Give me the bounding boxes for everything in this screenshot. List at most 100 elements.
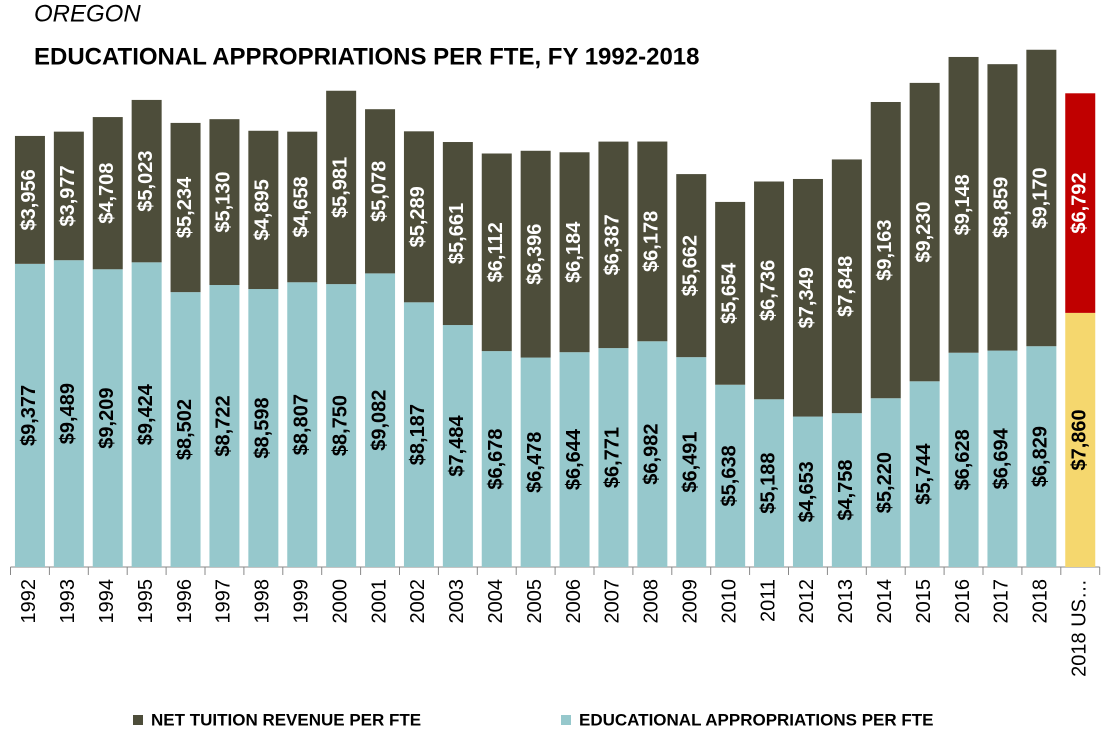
bar-segment [1026, 346, 1057, 567]
bar-segment [831, 159, 862, 414]
bar-segment [754, 399, 785, 567]
bar-segment [14, 135, 45, 264]
bar-segment [481, 351, 512, 567]
data-label: $5,638 [718, 445, 740, 506]
data-label: $6,792 [1069, 173, 1091, 234]
x-tick-label: 1993 [57, 579, 79, 624]
data-label: $8,750 [329, 395, 351, 456]
data-label: $6,491 [680, 431, 702, 492]
x-tick-label: 1994 [96, 579, 118, 624]
bar-segment [948, 352, 979, 567]
bar-segment [442, 325, 473, 567]
bar-segment [520, 150, 551, 358]
bar-segment [209, 285, 240, 567]
bar-segment [248, 130, 279, 290]
bar-segment [170, 122, 201, 293]
bar-segment [831, 413, 862, 567]
data-label: $6,644 [563, 428, 585, 490]
bar-segment [792, 416, 823, 567]
bar-segment [53, 260, 84, 567]
data-label: $7,349 [796, 267, 818, 328]
data-label: $5,188 [757, 453, 779, 514]
data-label: $6,628 [952, 429, 974, 490]
data-label: $9,489 [57, 383, 79, 444]
x-tick-label: 1998 [252, 579, 274, 624]
x-tick-label: 2015 [913, 579, 935, 624]
data-label: $8,807 [291, 394, 313, 455]
data-label: $5,289 [407, 186, 429, 247]
bar-segment [170, 292, 201, 567]
x-tick-label: 2012 [796, 579, 818, 624]
bar-segment [287, 131, 318, 283]
data-label: $3,956 [18, 169, 40, 230]
data-label: $8,502 [174, 399, 196, 460]
bar-segment [403, 131, 434, 303]
data-label: $7,484 [446, 415, 468, 477]
bar-segment [715, 201, 746, 385]
data-label: $9,230 [913, 202, 935, 263]
x-tick-label: 2018 [1030, 579, 1052, 624]
data-label: $5,662 [680, 235, 702, 296]
data-label: $8,859 [991, 177, 1013, 238]
x-tick-label: 2011 [757, 579, 779, 622]
bar-segment [676, 357, 707, 567]
chart-subtitle: OREGON [34, 0, 141, 27]
bar-segment [948, 56, 979, 353]
data-label: $6,178 [641, 211, 663, 272]
bar-segment [92, 269, 123, 567]
x-tick-label: 2013 [835, 579, 857, 624]
bar-segment [559, 152, 590, 353]
bar-segment [715, 384, 746, 567]
x-tick-label: 2006 [563, 579, 585, 624]
x-tick-label: 2002 [407, 579, 429, 624]
data-label: $4,758 [835, 460, 857, 521]
x-tick-label: 2005 [524, 579, 546, 624]
data-label: $6,678 [485, 428, 507, 489]
data-label: $6,829 [1030, 426, 1052, 487]
bar-segment [676, 174, 707, 358]
data-label: $6,694 [991, 427, 1013, 489]
bar-segment [559, 352, 590, 567]
x-tick-label: 2017 [991, 579, 1013, 624]
data-label: $7,860 [1069, 409, 1091, 470]
bar-segment [754, 181, 785, 400]
bar-segment [326, 284, 357, 567]
bar-segment [909, 381, 940, 567]
x-tick-label: 2008 [641, 579, 663, 624]
bar-segment [987, 64, 1018, 351]
x-tick-label: 1999 [291, 579, 313, 624]
bar-segment [870, 101, 901, 399]
bar-segment [1026, 49, 1057, 347]
x-tick-label: 2010 [718, 579, 740, 624]
bar-segment [442, 142, 473, 326]
data-label: $4,653 [796, 461, 818, 522]
data-label: $9,148 [952, 174, 974, 235]
bar-segment [14, 263, 45, 567]
legend-swatch [133, 715, 143, 725]
x-tick-label: 2014 [874, 579, 896, 624]
bar-segment [792, 178, 823, 417]
data-label: $5,661 [446, 203, 468, 264]
data-label: $4,658 [291, 176, 313, 237]
data-label: $5,981 [329, 157, 351, 218]
legend-label: EDUCATIONAL APPROPRIATIONS PER FTE [579, 710, 934, 729]
data-label: $6,478 [524, 432, 546, 493]
bar-segment [403, 302, 434, 567]
bar-segment [987, 350, 1018, 567]
bar-segment [598, 141, 629, 349]
data-label: $3,977 [57, 165, 79, 226]
data-label: $8,187 [407, 404, 429, 465]
x-tick-label: 2007 [602, 579, 624, 624]
bar-segment [209, 119, 240, 286]
data-label: $4,895 [252, 179, 274, 240]
data-label: $5,130 [213, 172, 235, 233]
data-label: $5,220 [874, 452, 896, 513]
data-label: $6,112 [485, 222, 507, 282]
data-label: $9,163 [874, 220, 896, 281]
bar-segment [598, 348, 629, 567]
data-label: $6,387 [602, 214, 624, 275]
bar-segment [909, 82, 940, 382]
x-tick-label: 1995 [135, 579, 157, 624]
bar-segment [326, 90, 357, 285]
bar-segment [637, 141, 668, 342]
